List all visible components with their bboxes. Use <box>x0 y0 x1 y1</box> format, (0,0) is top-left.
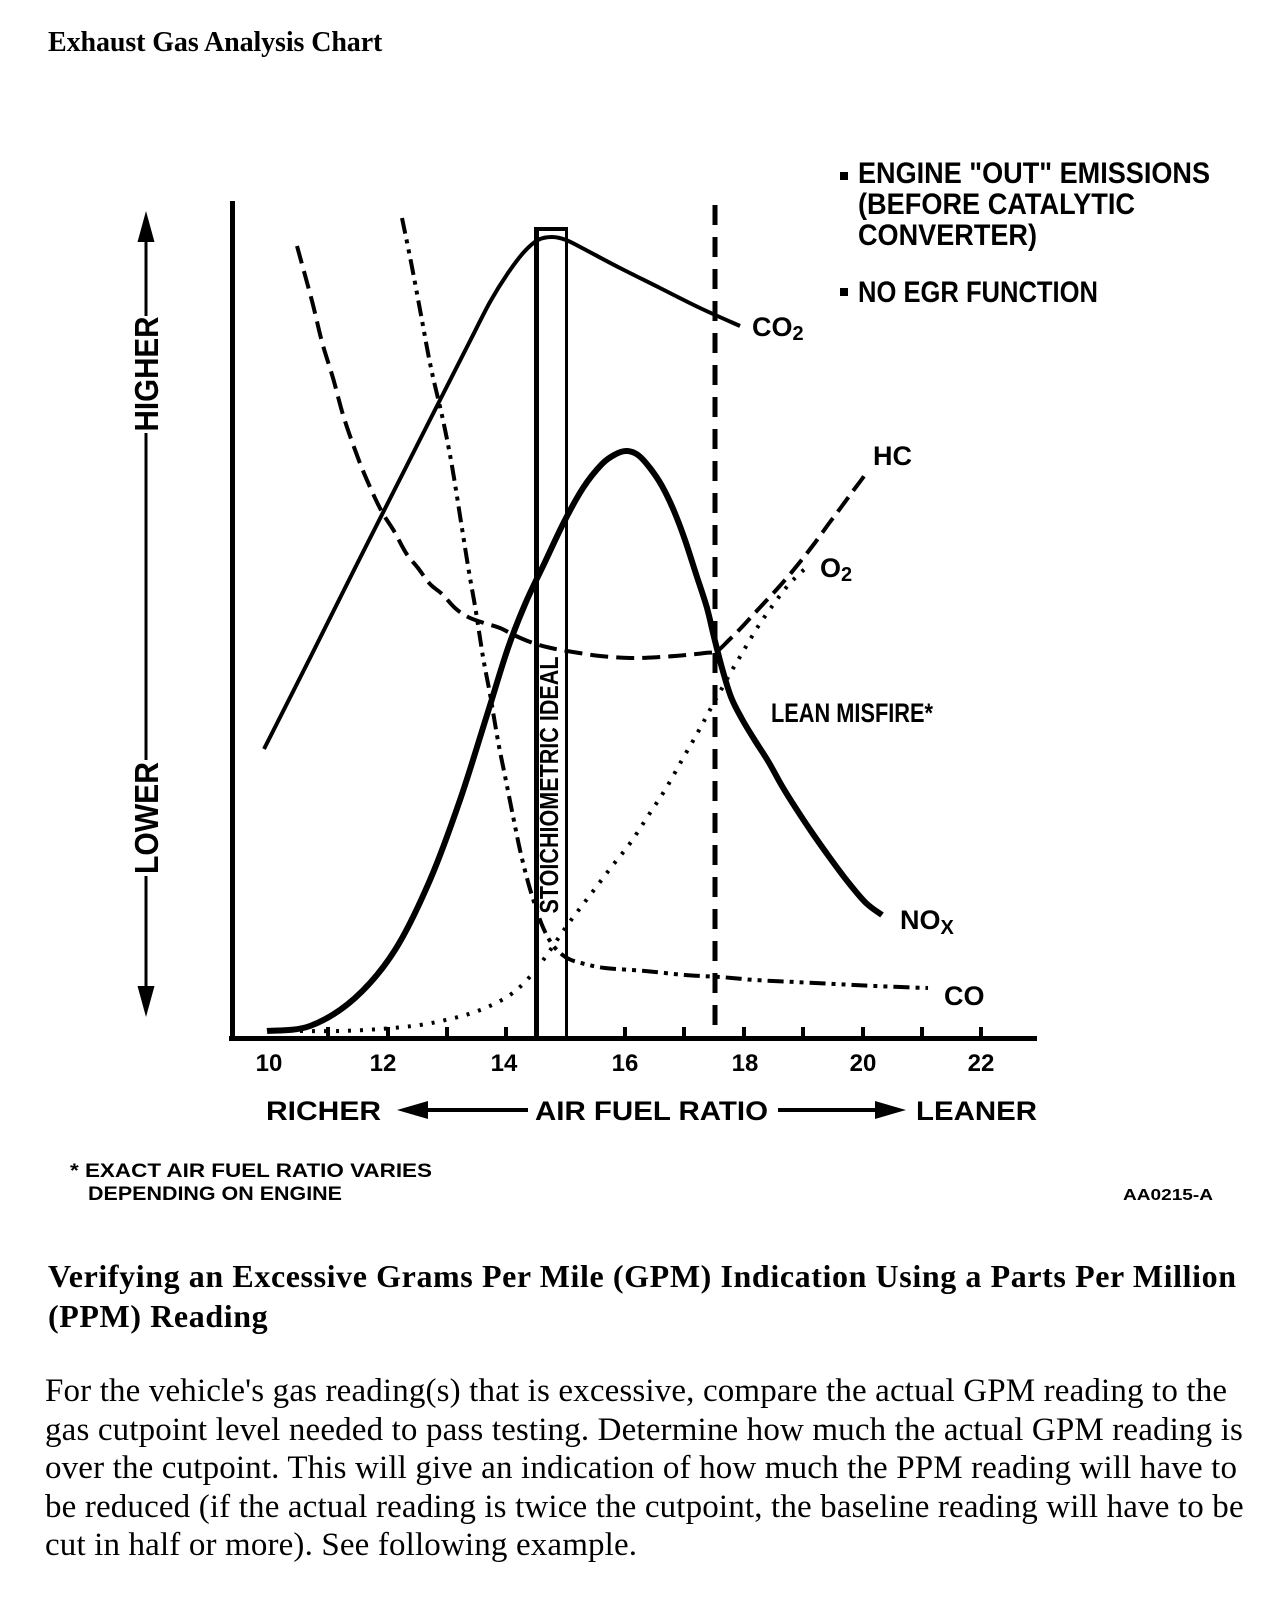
svg-text:10: 10 <box>256 1050 283 1077</box>
svg-text:20: 20 <box>850 1050 877 1077</box>
svg-text:RICHER: RICHER <box>266 1096 381 1126</box>
svg-text:AIR FUEL RATIO: AIR FUEL RATIO <box>535 1096 768 1126</box>
svg-text:STOICHIOMETRIC IDEAL: STOICHIOMETRIC IDEAL <box>534 656 564 913</box>
svg-text:18: 18 <box>732 1050 759 1077</box>
svg-text:CONVERTER): CONVERTER) <box>858 219 1037 252</box>
svg-text:(BEFORE CATALYTIC: (BEFORE CATALYTIC <box>858 188 1135 221</box>
svg-text:HIGHER: HIGHER <box>128 316 165 431</box>
svg-text:12: 12 <box>370 1050 397 1077</box>
svg-text:LEANER: LEANER <box>916 1096 1037 1126</box>
svg-text:DEPENDING ON ENGINE: DEPENDING ON ENGINE <box>88 1184 342 1205</box>
svg-text:LOWER: LOWER <box>128 762 165 874</box>
svg-text:ENGINE "OUT" EMISSIONS: ENGINE "OUT" EMISSIONS <box>858 157 1210 190</box>
svg-text:CO2: CO2 <box>752 312 804 345</box>
svg-text:AA0215-A: AA0215-A <box>1123 1187 1214 1204</box>
svg-text:NO EGR FUNCTION: NO EGR FUNCTION <box>858 276 1098 309</box>
svg-text:CO: CO <box>944 981 985 1011</box>
svg-text:14: 14 <box>491 1050 518 1077</box>
svg-text:* EXACT AIR FUEL RATIO VARIES: * EXACT AIR FUEL RATIO VARIES <box>70 1161 432 1182</box>
svg-text:NOX: NOX <box>900 905 955 939</box>
svg-text:22: 22 <box>968 1050 995 1077</box>
svg-text:O2: O2 <box>820 553 852 586</box>
svg-text:LEAN MISFIRE*: LEAN MISFIRE* <box>771 698 933 728</box>
svg-text:16: 16 <box>612 1050 639 1077</box>
svg-text:HC: HC <box>873 441 912 471</box>
